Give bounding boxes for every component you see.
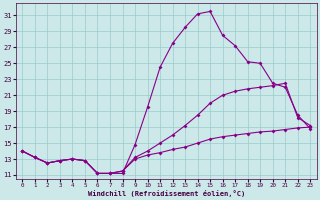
- X-axis label: Windchill (Refroidissement éolien,°C): Windchill (Refroidissement éolien,°C): [88, 190, 245, 197]
